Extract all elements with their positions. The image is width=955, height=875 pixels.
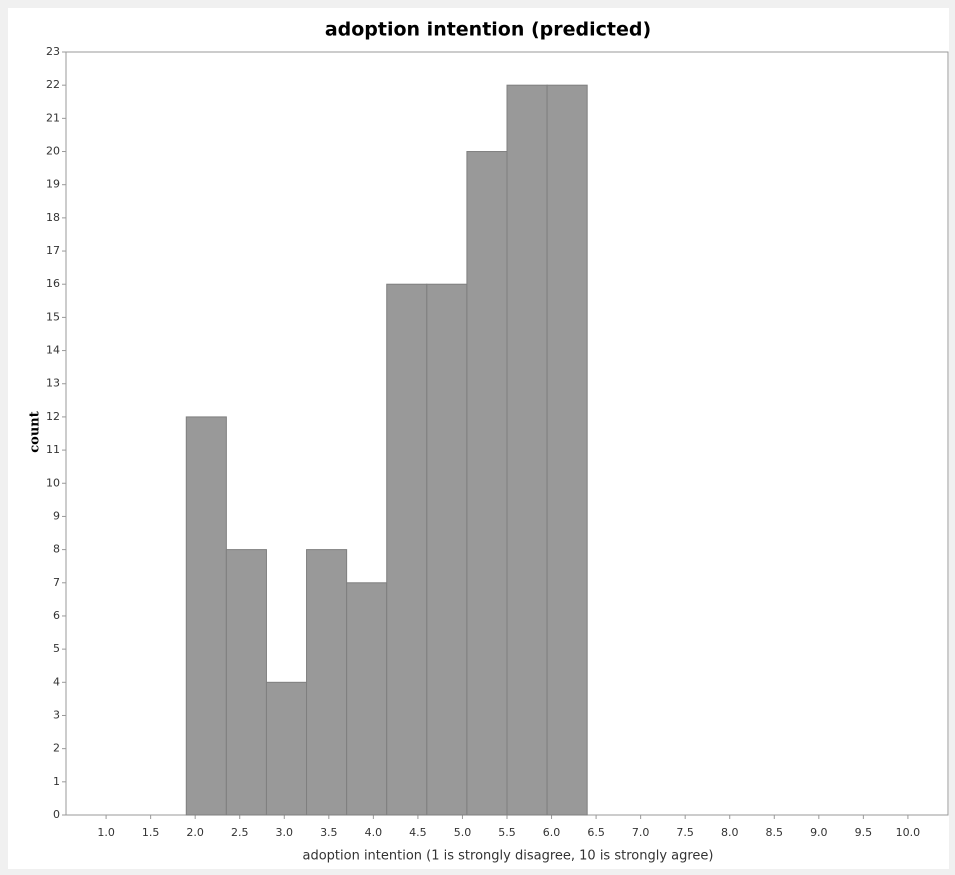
y-tick-label: 18 <box>46 211 60 224</box>
y-axis-label: count <box>28 411 43 453</box>
bar <box>185 416 227 816</box>
x-axis-label: adoption intention (1 is strongly disagr… <box>302 849 713 864</box>
y-tick-label: 16 <box>46 277 60 290</box>
y-tick-label: 17 <box>46 244 60 257</box>
bar <box>386 283 428 816</box>
y-tick-label: 13 <box>46 377 60 390</box>
bar <box>225 549 267 816</box>
y-tick-label: 3 <box>53 708 60 721</box>
x-tick-label: 7.0 <box>632 826 650 839</box>
y-tick-label: 2 <box>53 742 60 755</box>
x-tick-label: 7.5 <box>676 826 694 839</box>
x-tick-label: 1.5 <box>142 826 160 839</box>
bar <box>466 151 508 816</box>
x-tick-label: 3.5 <box>320 826 338 839</box>
x-tick-label: 6.5 <box>587 826 605 839</box>
x-tick-label: 4.5 <box>409 826 427 839</box>
y-tick-label: 5 <box>53 642 60 655</box>
y-tick-label: 10 <box>46 476 60 489</box>
bar <box>265 681 308 816</box>
y-tick-label: 22 <box>46 78 60 91</box>
x-tick-label: 8.0 <box>721 826 739 839</box>
y-tick-label: 7 <box>53 576 60 589</box>
y-tick-label: 15 <box>46 310 60 323</box>
y-tick-label: 4 <box>53 675 60 688</box>
y-tick-label: 8 <box>53 543 60 556</box>
chart-title: adoption intention (predicted) <box>325 19 651 41</box>
x-tick-label: 1.0 <box>97 826 115 839</box>
bar <box>346 582 388 816</box>
x-tick-label: 2.5 <box>231 826 249 839</box>
y-tick-label: 19 <box>46 178 60 191</box>
x-tick-label: 9.5 <box>855 826 873 839</box>
y-tick-label: 9 <box>53 509 60 522</box>
bar <box>426 283 468 816</box>
x-tick-label: 8.5 <box>766 826 784 839</box>
x-tick-label: 3.0 <box>276 826 294 839</box>
x-tick-label: 2.0 <box>186 826 204 839</box>
y-tick-label: 11 <box>46 443 60 456</box>
y-tick-label: 0 <box>53 808 60 821</box>
x-tick-label: 4.0 <box>365 826 383 839</box>
y-tick-label: 20 <box>46 145 60 158</box>
bar <box>506 84 548 816</box>
x-tick-label: 5.0 <box>454 826 472 839</box>
y-tick-label: 14 <box>46 344 60 357</box>
x-tick-label: 10.0 <box>896 826 921 839</box>
y-tick-label: 6 <box>53 609 60 622</box>
y-tick-label: 23 <box>46 45 60 58</box>
y-tick-label: 21 <box>46 111 60 124</box>
y-tick-label: 12 <box>46 410 60 423</box>
x-tick-label: 5.5 <box>498 826 516 839</box>
x-tick-label: 9.0 <box>810 826 828 839</box>
y-tick-label: 1 <box>53 775 60 788</box>
x-tick-label: 6.0 <box>543 826 561 839</box>
bar <box>546 84 588 816</box>
bar <box>306 549 348 816</box>
